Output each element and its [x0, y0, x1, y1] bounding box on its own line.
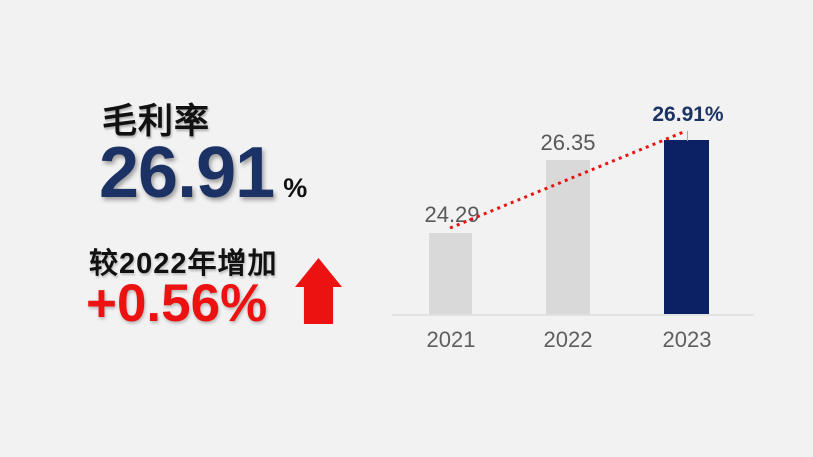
x-axis-line	[392, 314, 754, 316]
bar-value-label-2021: 24.29	[424, 202, 480, 227]
main-metric-unit: %	[283, 173, 308, 203]
bar-2023	[664, 140, 709, 314]
delta-caption: 较2022年增加	[89, 248, 278, 280]
delta-value: +0.56%	[86, 274, 268, 333]
main-metric: 26.91 %	[99, 137, 307, 209]
main-metric-value: 26.91	[99, 133, 275, 213]
bar-value-label-2022: 26.35	[540, 130, 596, 155]
x-tick-2022: 2022	[543, 327, 593, 352]
bar-2021	[429, 233, 472, 314]
page-title: 毛利率	[102, 102, 211, 141]
bar-2022	[546, 160, 590, 314]
x-tick-2021: 2021	[426, 327, 476, 352]
x-tick-2023: 2023	[662, 327, 712, 352]
label-leader-line	[687, 131, 688, 141]
bar-value-label-2023: 26.91%	[652, 103, 724, 126]
